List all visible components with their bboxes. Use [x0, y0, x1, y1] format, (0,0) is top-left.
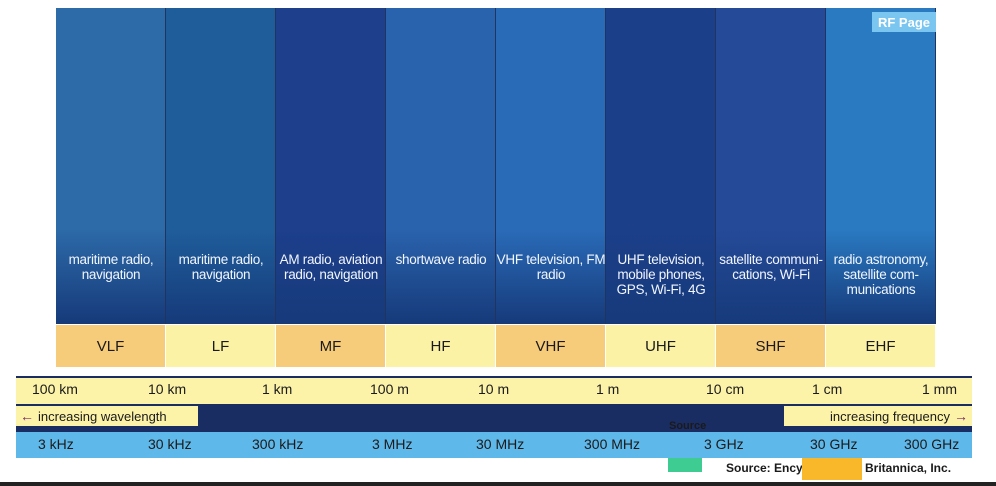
band-application-lf: maritime radio, navigation	[178, 252, 264, 282]
band-column-uhf	[606, 8, 716, 324]
frequency-tick: 300 kHz	[252, 436, 304, 452]
band-application-ehf: radio astronomy, satellite com- municati…	[833, 252, 929, 297]
green-swatch	[668, 458, 702, 472]
band-column-mf	[276, 8, 386, 324]
wavelength-tick: 1 m	[596, 381, 620, 397]
frequency-tick: 300 MHz	[584, 436, 641, 452]
frequency-scale-bar	[16, 432, 972, 458]
left-arrow-icon: ←	[20, 408, 34, 424]
band-name-hf: HF	[386, 325, 496, 367]
frequency-tick: 30 MHz	[476, 436, 525, 452]
band-name-ehf: EHF	[826, 325, 936, 367]
band-application-shf: satellite communi- cations, Wi-Fi	[719, 252, 823, 282]
band-application-vlf: maritime radio, navigation	[68, 252, 154, 282]
band-name-uhf: UHF	[606, 325, 716, 367]
wavelength-tick: 1 mm	[922, 381, 957, 397]
wavelength-scale-bar	[16, 376, 972, 406]
band-column-vhf	[496, 8, 606, 324]
right-arrow-icon: →	[954, 408, 968, 424]
frequency-direction-text: increasing frequency	[830, 408, 950, 424]
rf-page-badge: RF Page	[872, 12, 936, 32]
frequency-tick: 3 GHz	[704, 436, 744, 452]
band-name-vlf: VLF	[56, 325, 166, 367]
orange-swatch	[802, 458, 862, 480]
band-application-mf: AM radio, aviation radio, navigation	[279, 252, 383, 282]
band-name-vhf: VHF	[496, 325, 606, 367]
frequency-tick: 300 GHz	[904, 436, 960, 452]
band-column-ehf	[826, 8, 936, 324]
band-name-lf: LF	[166, 325, 276, 367]
wavelength-tick: 10 km	[148, 381, 187, 397]
wavelength-tick: 100 km	[32, 381, 78, 397]
band-name-shf: SHF	[716, 325, 826, 367]
wavelength-tick: 10 cm	[706, 381, 745, 397]
band-column-shf	[716, 8, 826, 324]
band-column-vlf	[56, 8, 166, 324]
wavelength-direction-label: ← increasing wavelength	[16, 406, 198, 426]
frequency-tick: 30 kHz	[148, 436, 192, 452]
wavelength-tick: 10 m	[478, 381, 510, 397]
frequency-tick: 3 MHz	[372, 436, 413, 452]
wavelength-tick: 1 cm	[812, 381, 843, 397]
band-application-hf: shortwave radio	[395, 252, 487, 267]
frequency-tick: 3 kHz	[38, 436, 74, 452]
frequency-tick: 30 GHz	[810, 436, 858, 452]
credit-left: Source: Ency	[726, 461, 803, 475]
wavelength-tick: 1 km	[262, 381, 293, 397]
band-name-mf: MF	[276, 325, 386, 367]
band-column-lf	[166, 8, 276, 324]
source-label: Source	[669, 420, 707, 432]
credit-right: Britannica, Inc.	[865, 461, 952, 475]
wavelength-tick: 100 m	[370, 381, 409, 397]
band-application-uhf: UHF television, mobile phones, GPS, Wi-F…	[616, 252, 706, 297]
wavelength-direction-text: increasing wavelength	[38, 408, 167, 424]
frequency-direction-label: increasing frequency →	[784, 406, 972, 426]
band-column-hf	[386, 8, 496, 324]
footer-rule	[0, 482, 996, 486]
band-application-vhf: VHF television, FM radio	[496, 252, 606, 282]
